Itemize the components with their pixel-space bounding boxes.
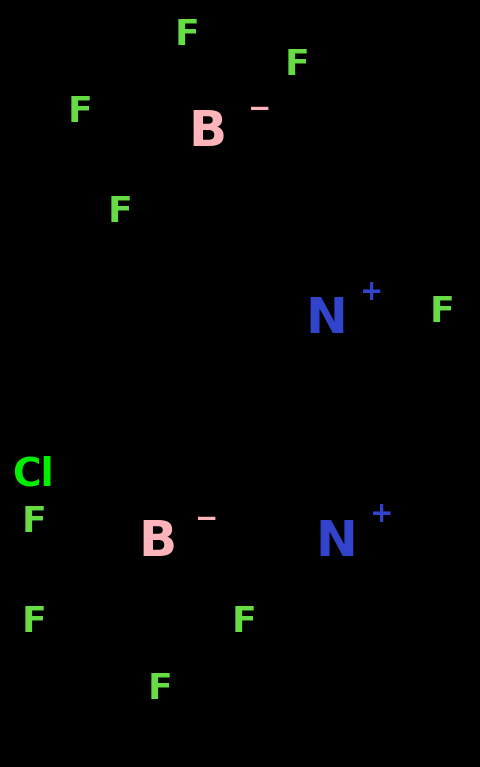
Text: F: F	[22, 505, 47, 539]
Text: F: F	[148, 672, 173, 706]
Text: +: +	[360, 278, 384, 306]
Text: Cl: Cl	[12, 455, 54, 493]
Text: F: F	[22, 605, 47, 639]
Text: F: F	[430, 295, 455, 329]
Text: B: B	[188, 108, 226, 156]
Text: F: F	[68, 95, 93, 129]
Text: +: +	[370, 500, 394, 528]
Text: N: N	[315, 518, 357, 566]
Text: F: F	[285, 48, 310, 82]
Text: B: B	[138, 518, 176, 566]
Text: F: F	[175, 18, 200, 52]
Text: −: −	[195, 505, 218, 533]
Text: F: F	[108, 195, 133, 229]
Text: F: F	[232, 605, 257, 639]
Text: N: N	[305, 295, 347, 343]
Text: −: −	[248, 95, 271, 123]
